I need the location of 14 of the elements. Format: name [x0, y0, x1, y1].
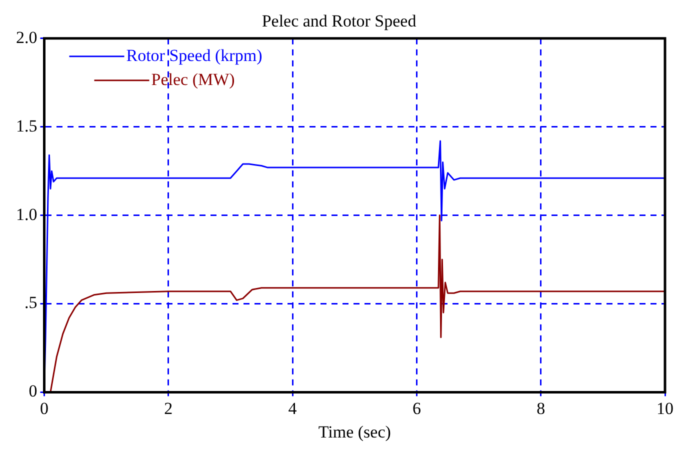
x-tick-label: 2 — [164, 398, 173, 418]
x-tick-label: 4 — [288, 398, 298, 418]
legend-label: Pelec (MW) — [151, 70, 235, 89]
x-tick-label: 8 — [536, 398, 546, 418]
y-tick-label: 1.5 — [16, 116, 38, 136]
y-tick-label: 0 — [28, 382, 38, 401]
y-tick-label: 2.0 — [16, 28, 38, 47]
legend-label: Rotor Speed (krpm) — [126, 46, 262, 65]
y-tick-label: 1.0 — [16, 204, 38, 224]
x-tick-label: 10 — [656, 398, 674, 418]
y-tick-label: .5 — [24, 293, 38, 312]
x-tick-label: 6 — [412, 398, 421, 418]
chart-title: Pelec and Rotor Speed — [262, 12, 417, 31]
x-axis-title: Time (sec) — [318, 422, 391, 442]
